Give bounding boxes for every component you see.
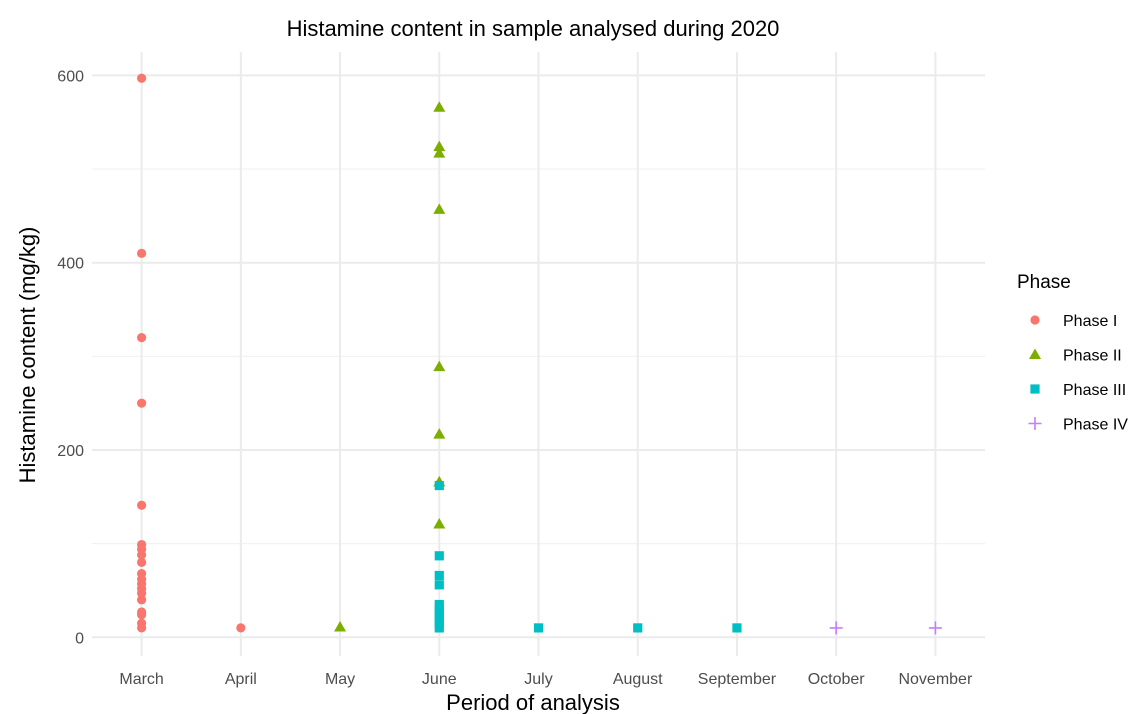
y-tick-label: 200 (57, 443, 84, 460)
x-tick-label: March (119, 671, 163, 688)
legend-title: Phase (1017, 272, 1071, 293)
phase-iii-point (434, 551, 444, 561)
chart-title: Histamine content in sample analysed dur… (287, 16, 780, 41)
phase-iii-point (732, 623, 742, 633)
phase-iii-point (434, 570, 444, 581)
phase-iii-point (434, 580, 444, 590)
legend-key-phase-ii (1029, 348, 1041, 359)
data-points (137, 73, 942, 635)
phase-iii-point (434, 613, 444, 624)
legend-items: Phase I Phase II Phase III Phase IV (1028, 313, 1128, 434)
phase-iv-point (928, 621, 942, 635)
phase-ii-point (334, 620, 347, 632)
phase-ii-point (433, 428, 446, 439)
phase-ii-point (433, 140, 446, 152)
phase-i-point (137, 623, 147, 633)
x-axis-title: Period of analysis (446, 690, 620, 714)
legend-label-phase-ii: Phase II (1063, 348, 1122, 365)
phase-i-point (137, 73, 147, 83)
legend-key-phase-iii (1030, 384, 1040, 394)
phase-ii-point (433, 360, 446, 372)
phase-ii-point (433, 147, 446, 158)
x-tick-label: July (524, 671, 552, 688)
phase-iii-point (434, 599, 444, 610)
phase-ii-point (433, 517, 446, 529)
phase-iii-point (434, 609, 444, 619)
phase-i-point (137, 398, 147, 408)
phase-i-point (137, 610, 147, 620)
gridlines (92, 52, 985, 656)
y-tick-label: 600 (57, 68, 84, 85)
phase-iii-point (633, 623, 643, 633)
legend-label-phase-iv: Phase IV (1063, 417, 1128, 434)
phase-i-point (137, 588, 147, 598)
x-tick-label: June (422, 671, 457, 688)
phase-iii-point (533, 623, 544, 633)
phase-i-point (137, 500, 147, 510)
x-tick-label: April (225, 671, 257, 688)
axis-ticks: 0 200 400 600 March April May June July August Sep… (57, 68, 973, 688)
x-tick-label: September (698, 671, 777, 688)
phase-iii-point (434, 604, 444, 614)
legend: Phase Phase I Phase II Phase III Phase IV (1017, 272, 1128, 434)
phase-ii-point (433, 203, 446, 214)
legend-key-phase-iv (1028, 417, 1042, 430)
phase-i-point (137, 248, 147, 258)
phase-ii-point (433, 101, 446, 112)
phase-i-point (137, 557, 147, 567)
legend-label-phase-i: Phase I (1063, 313, 1117, 330)
y-tick-label: 400 (57, 256, 84, 273)
x-tick-label: October (808, 671, 866, 688)
phase-i-point (137, 550, 147, 560)
phase-iii-point (434, 618, 444, 628)
phase-i-point (137, 333, 147, 343)
x-tick-label: November (898, 671, 972, 688)
phase-iii-point (434, 480, 444, 491)
phase-iv-point (829, 621, 843, 635)
phase-i-point (137, 595, 147, 605)
x-tick-label: August (613, 671, 663, 688)
y-axis-title: Histamine content (mg/kg) (15, 227, 40, 484)
legend-label-phase-iii: Phase III (1063, 382, 1126, 399)
phase-i-point (236, 623, 246, 633)
phase-iii-point (434, 623, 444, 633)
x-tick-label: May (325, 671, 355, 688)
legend-key-phase-i (1030, 315, 1040, 325)
y-tick-label: 0 (75, 630, 84, 647)
